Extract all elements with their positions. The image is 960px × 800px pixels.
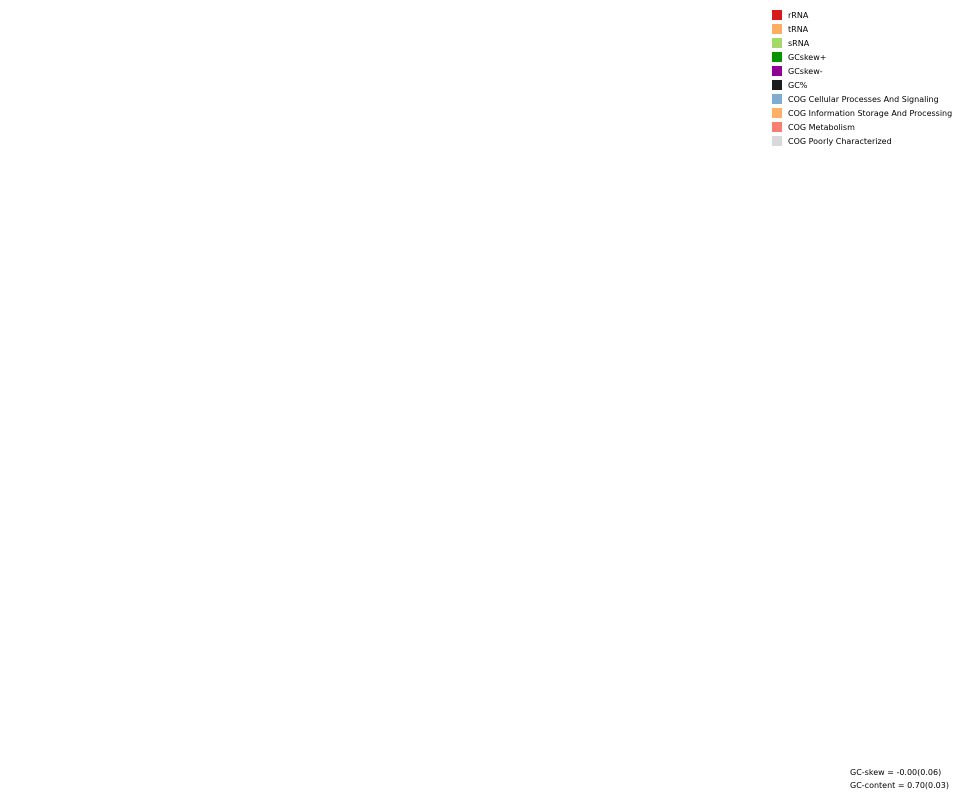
legend-swatch	[772, 10, 782, 20]
legend-item-gcskew-neg: GCskew-	[772, 64, 960, 78]
legend-swatch	[772, 52, 782, 62]
legend-label: COG Poorly Characterized	[788, 136, 892, 146]
legend-item-srna: sRNA	[772, 36, 960, 50]
legend-swatch	[772, 122, 782, 132]
legend-item-cog-information: COG Information Storage And Processing	[772, 106, 960, 120]
legend-label: tRNA	[788, 24, 809, 34]
legend-label: GCskew-	[788, 66, 823, 76]
legend: rRNA tRNA sRNA GCskew+ GCskew- GC% COG C…	[772, 8, 960, 148]
legend-swatch	[772, 80, 782, 90]
legend-swatch	[772, 66, 782, 76]
legend-swatch	[772, 136, 782, 146]
legend-label: COG Metabolism	[788, 122, 855, 132]
legend-item-cog-poorly: COG Poorly Characterized	[772, 134, 960, 148]
legend-swatch	[772, 108, 782, 118]
legend-label: GC%	[788, 80, 808, 90]
legend-item-cog-cellular: COG Cellular Processes And Signaling	[772, 92, 960, 106]
gc-content-stat: GC-content = 0.70(0.03)	[850, 781, 949, 790]
genome-stats: GC-skew = -0.00(0.06) GC-content = 0.70(…	[850, 766, 960, 792]
legend-label: rRNA	[788, 10, 809, 20]
legend-swatch	[772, 24, 782, 34]
legend-label: COG Cellular Processes And Signaling	[788, 94, 939, 104]
legend-label: GCskew+	[788, 52, 827, 62]
legend-item-gcskew-pos: GCskew+	[772, 50, 960, 64]
gc-skew-stat: GC-skew = -0.00(0.06)	[850, 768, 942, 777]
legend-label: COG Information Storage And Processing	[788, 108, 953, 118]
legend-item-trna: tRNA	[772, 22, 960, 36]
legend-label: sRNA	[788, 38, 810, 48]
legend-item-cog-metabolism: COG Metabolism	[772, 120, 960, 134]
legend-swatch	[772, 38, 782, 48]
legend-swatch	[772, 94, 782, 104]
legend-item-gc-percent: GC%	[772, 78, 960, 92]
legend-item-rrna: rRNA	[772, 8, 960, 22]
